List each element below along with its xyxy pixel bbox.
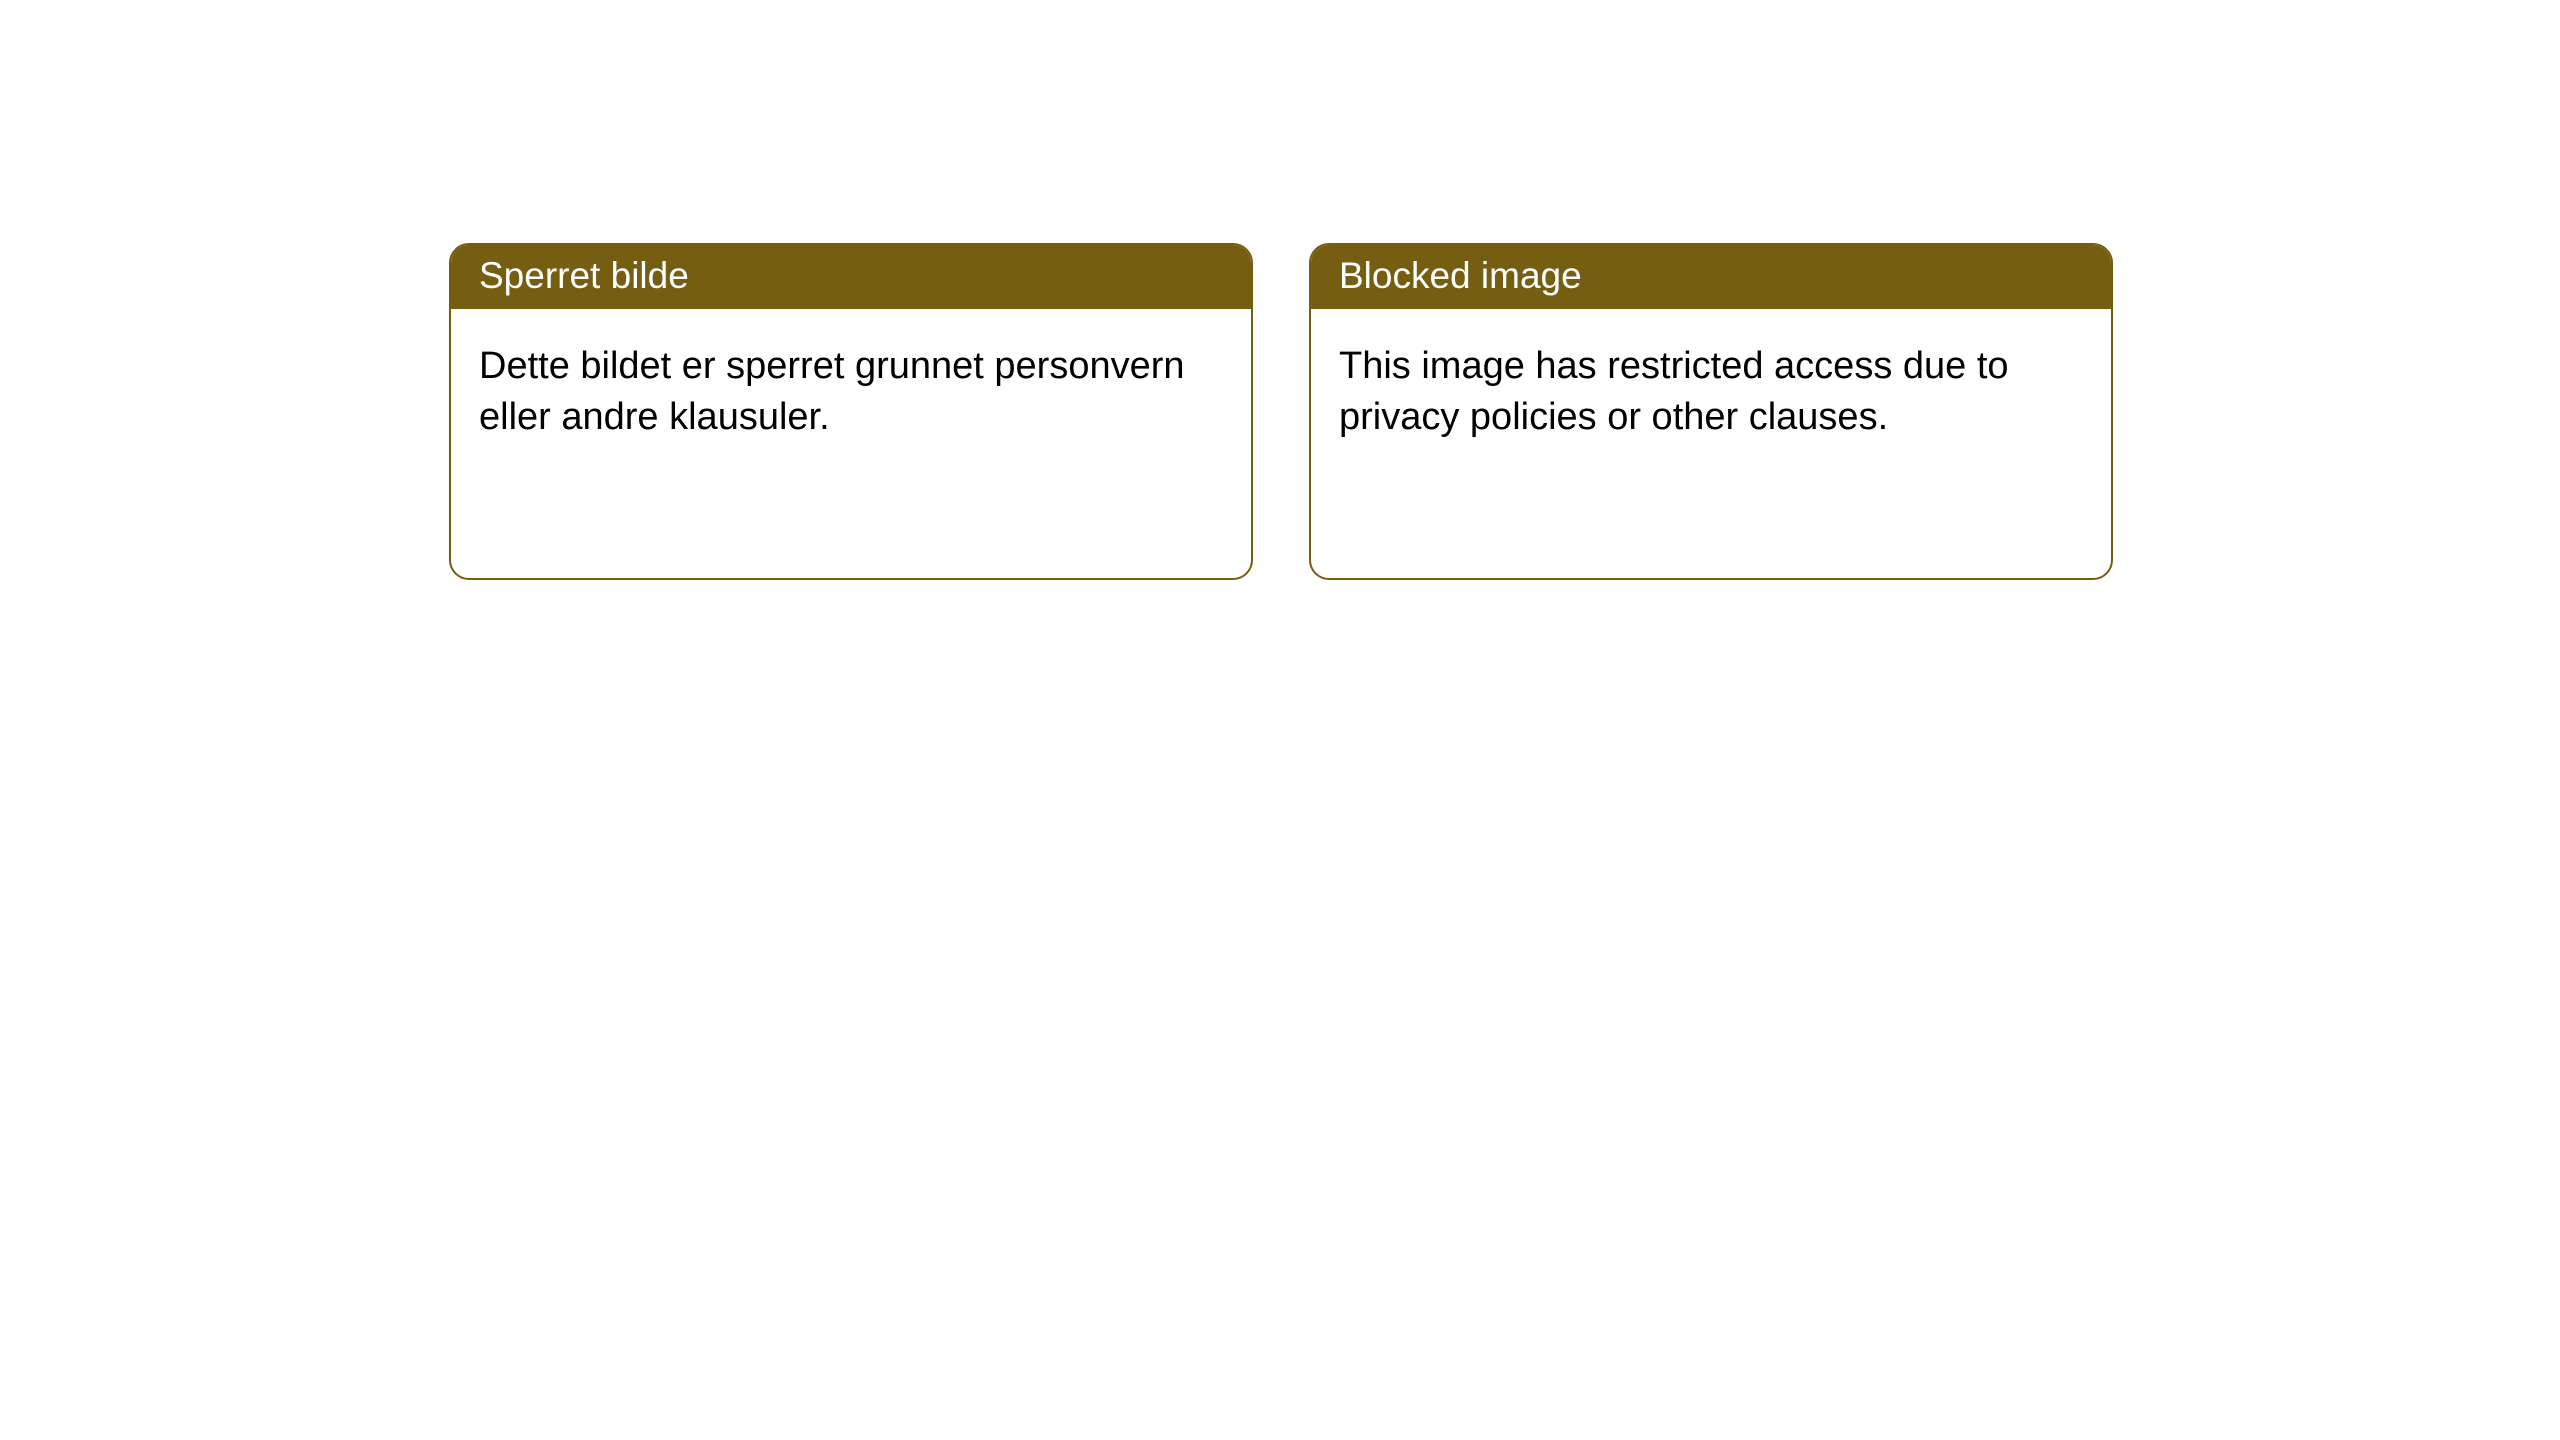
notice-card-title: Blocked image xyxy=(1311,245,2111,309)
notice-card-body: Dette bildet er sperret grunnet personve… xyxy=(451,309,1251,476)
notice-container: Sperret bilde Dette bildet er sperret gr… xyxy=(0,0,2560,580)
notice-card-body: This image has restricted access due to … xyxy=(1311,309,2111,476)
notice-card-title: Sperret bilde xyxy=(451,245,1251,309)
notice-card-norwegian: Sperret bilde Dette bildet er sperret gr… xyxy=(449,243,1253,580)
notice-card-english: Blocked image This image has restricted … xyxy=(1309,243,2113,580)
